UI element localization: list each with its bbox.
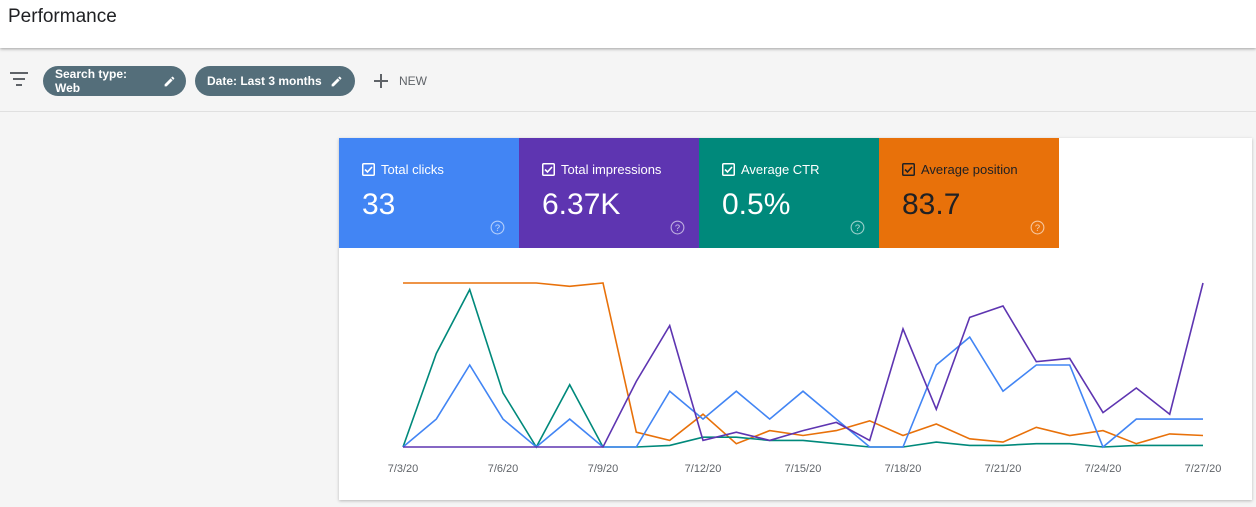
x-tick-label: 7/18/20: [885, 463, 922, 475]
help-icon[interactable]: ?: [670, 220, 685, 235]
help-icon[interactable]: ?: [850, 220, 865, 235]
svg-text:?: ?: [1035, 223, 1040, 233]
filter-bar: Search type: Web Date: Last 3 months NEW: [0, 48, 1256, 112]
x-tick-label: 7/9/20: [588, 463, 619, 475]
search-type-filter-chip[interactable]: Search type: Web: [43, 66, 186, 96]
metric-value: 33: [362, 188, 396, 221]
metric-average-ctr[interactable]: Average CTR 0.5% ?: [699, 138, 879, 248]
series-line-total-impressions: [403, 282, 1204, 448]
metric-label: Average CTR: [741, 162, 820, 177]
x-tick-label: 7/3/20: [388, 463, 419, 475]
svg-text:?: ?: [855, 223, 860, 233]
pencil-icon: [164, 76, 175, 86]
x-tick-label: 7/15/20: [785, 463, 822, 475]
x-tick-label: 7/24/20: [1085, 463, 1122, 475]
x-tick-label: 7/27/20: [1185, 463, 1222, 475]
pencil-icon: [331, 76, 342, 86]
metric-total-clicks[interactable]: Total clicks 33 ?: [339, 138, 519, 248]
checkbox-checked-icon[interactable]: [542, 163, 555, 176]
help-icon[interactable]: ?: [1030, 220, 1045, 235]
chip-label: Date: Last 3 months: [207, 74, 322, 88]
x-tick-label: 7/6/20: [488, 463, 519, 475]
series-line-average-ctr: [402, 287, 1203, 449]
help-icon[interactable]: ?: [490, 220, 505, 235]
metric-average-position[interactable]: Average position 83.7 ?: [879, 138, 1059, 248]
plus-icon: [374, 74, 388, 88]
metric-label: Total impressions: [561, 162, 662, 177]
new-button-label: NEW: [399, 74, 427, 88]
performance-line-chart: 7/3/20 7/6/20 7/9/20 7/12/20 7/15/20 7/18/20 7…: [388, 282, 1222, 475]
checkbox-checked-icon[interactable]: [362, 163, 375, 176]
page-title: Performance: [8, 6, 117, 27]
x-tick-label: 7/21/20: [985, 463, 1022, 475]
metric-label: Average position: [921, 162, 1018, 177]
metric-value: 6.37K: [542, 188, 621, 221]
x-tick-label: 7/12/20: [685, 463, 722, 475]
date-filter-chip[interactable]: Date: Last 3 months: [195, 66, 355, 96]
svg-text:?: ?: [675, 223, 680, 233]
series-line-average-position: [403, 282, 1204, 445]
metric-label: Total clicks: [381, 162, 444, 177]
metric-value: 83.7: [902, 188, 961, 221]
metric-value: 0.5%: [722, 188, 791, 221]
checkbox-checked-icon[interactable]: [722, 163, 735, 176]
checkbox-checked-icon[interactable]: [902, 163, 915, 176]
performance-card: Total clicks 33 ? Total impressions 6.37…: [339, 138, 1252, 500]
chip-label: Search type: Web: [55, 67, 128, 95]
metric-total-impressions[interactable]: Total impressions 6.37K ?: [519, 138, 699, 248]
svg-text:?: ?: [495, 223, 500, 233]
new-filter-button[interactable]: NEW: [373, 68, 427, 94]
filter-icon[interactable]: [10, 72, 28, 86]
top-app-bar: Performance: [0, 0, 1256, 48]
